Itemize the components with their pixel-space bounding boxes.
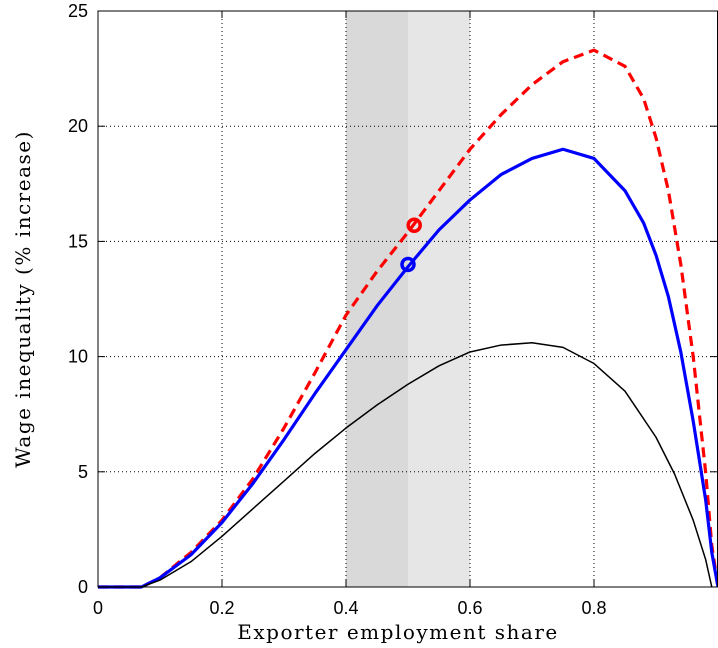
x-axis-label: Exporter employment share	[237, 620, 558, 644]
x-tick-label-0: 0	[93, 598, 103, 618]
y-tick-label-2: 10	[68, 347, 88, 367]
shaded-regions	[346, 11, 470, 587]
y-tick-label-4: 20	[68, 116, 88, 136]
marker-1	[400, 256, 416, 273]
x-tick-label-3: 0.6	[457, 598, 482, 618]
axis-ticks	[97, 10, 717, 588]
x-tick-label-1: 0.2	[209, 598, 234, 618]
y-tick-label-0: 0	[78, 577, 88, 597]
highlight-markers	[400, 217, 422, 273]
y-tick-label-1: 5	[78, 462, 88, 482]
y-axis-label: Wage inequality (% increase)	[11, 130, 35, 468]
series-line-1	[98, 147, 718, 589]
shaded-region-0	[346, 11, 408, 587]
x-tick-labels: 0 0.2 0.4 0.6 0.8	[93, 598, 607, 618]
y-tick-label-3: 15	[68, 231, 88, 251]
series-line-2	[98, 342, 713, 588]
x-tick-label-2: 0.4	[333, 598, 358, 618]
grid-lines	[98, 11, 718, 587]
series-lines	[98, 48, 718, 589]
x-tick-label-4: 0.8	[581, 598, 606, 618]
marker-0	[406, 217, 422, 234]
shaded-region-1	[408, 11, 470, 587]
y-tick-label-5: 25	[68, 1, 88, 21]
y-tick-labels: 0 5 10 15 20 25	[68, 1, 88, 597]
